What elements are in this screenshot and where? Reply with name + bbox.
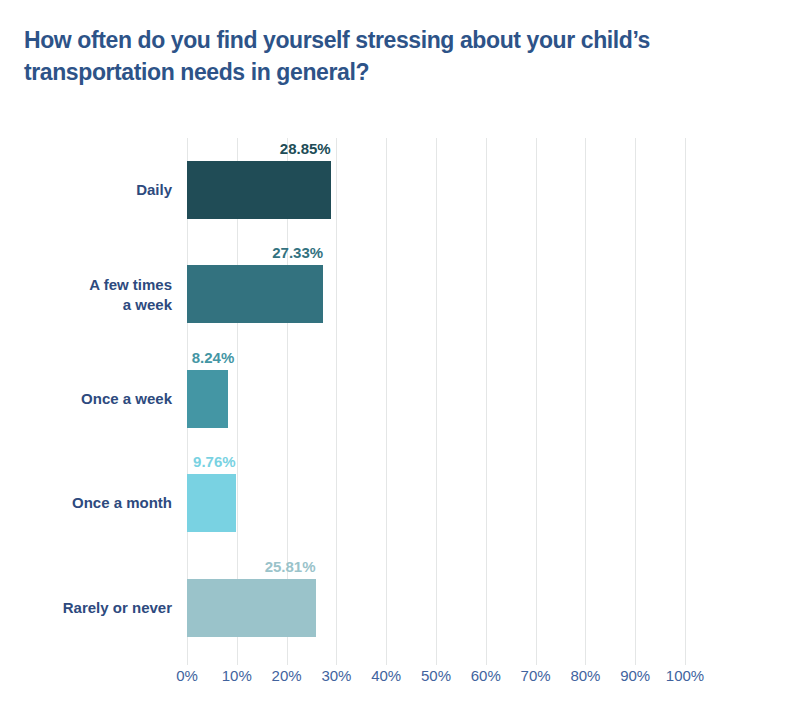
bar-area: 28.85% — [187, 138, 685, 242]
bar — [187, 161, 331, 219]
x-tick-label: 40% — [371, 667, 401, 684]
value-label: 27.33% — [187, 244, 323, 261]
bar — [187, 370, 228, 428]
value-label: 25.81% — [187, 558, 316, 575]
x-tick-label: 20% — [272, 667, 302, 684]
x-tick-label: 80% — [570, 667, 600, 684]
bar — [187, 474, 236, 532]
category-label: A few times a week — [0, 275, 172, 315]
value-label: 9.76% — [187, 453, 236, 470]
chart-row: Once a week 8.24% — [0, 347, 800, 451]
category-label: Rarely or never — [0, 598, 172, 618]
chart-row: A few times a week 27.33% — [0, 242, 800, 346]
x-tick-label: 30% — [321, 667, 351, 684]
x-tick-label: 60% — [471, 667, 501, 684]
value-label: 28.85% — [187, 140, 331, 157]
bar-area: 9.76% — [187, 451, 685, 555]
category-label: Daily — [0, 180, 172, 200]
value-label: 8.24% — [187, 349, 234, 366]
category-label: Once a month — [0, 493, 172, 513]
bar-chart: Daily 28.85% A few times a week 27.33% Once … — [0, 138, 800, 660]
category-label: Once a week — [0, 389, 172, 409]
x-tick-label: 100% — [666, 667, 704, 684]
chart-row: Daily 28.85% — [0, 138, 800, 242]
x-tick-label: 50% — [421, 667, 451, 684]
bar-area: 8.24% — [187, 347, 685, 451]
chart-row: Rarely or never 25.81% — [0, 556, 800, 660]
x-tick-label: 70% — [521, 667, 551, 684]
bar-area: 27.33% — [187, 242, 685, 346]
chart-row: Once a month 9.76% — [0, 451, 800, 555]
chart-page: How often do you find yourself stressing… — [0, 0, 800, 714]
x-axis: 0%10%20%30%40%50%60%70%80%90%100% — [187, 665, 685, 695]
x-tick-label: 90% — [620, 667, 650, 684]
x-tick-label: 0% — [176, 667, 198, 684]
bar — [187, 265, 323, 323]
bar-area: 25.81% — [187, 556, 685, 660]
bar — [187, 579, 316, 637]
chart-title: How often do you find yourself stressing… — [24, 24, 780, 88]
x-tick-label: 10% — [222, 667, 252, 684]
